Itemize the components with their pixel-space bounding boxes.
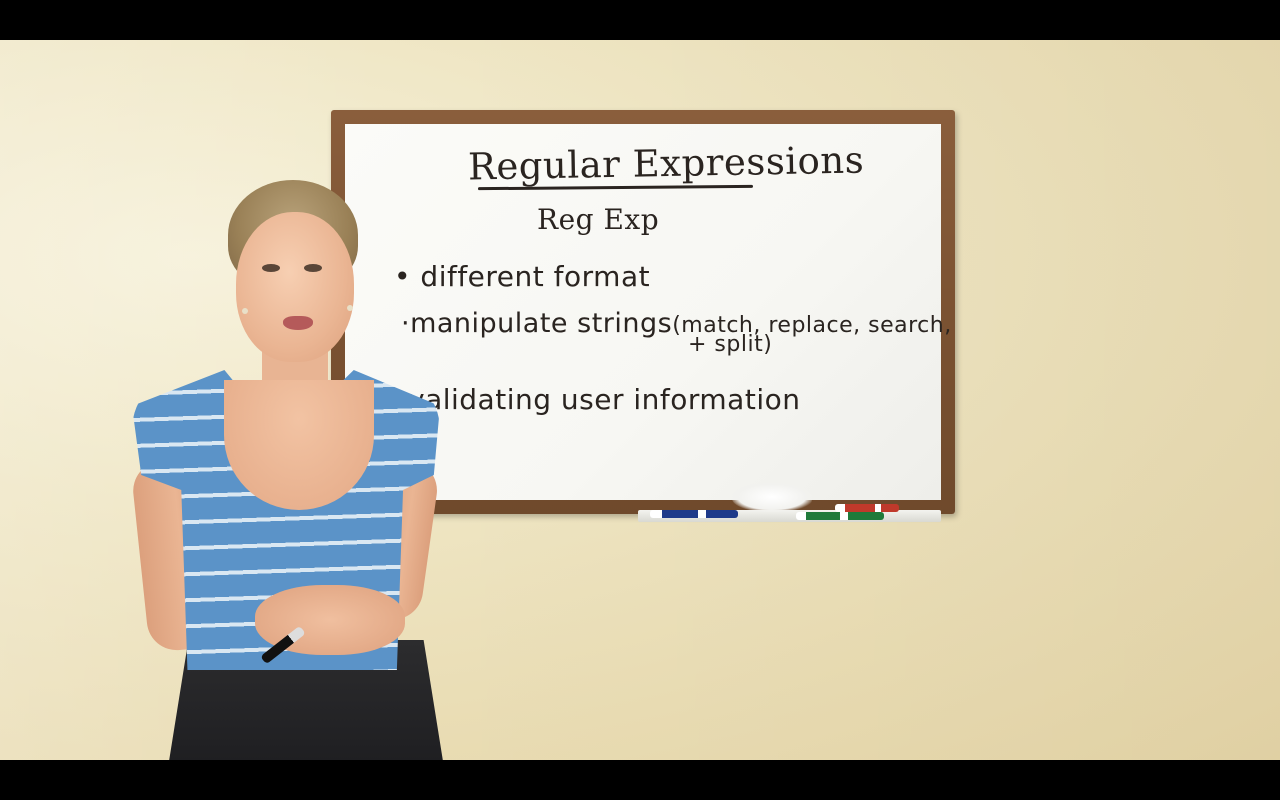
blue-marker (650, 510, 738, 518)
presenter-neckline (224, 380, 374, 510)
classroom-scene: Regular Expressions Reg Exp • different … (0, 40, 1280, 760)
right-earring (347, 305, 353, 311)
whiteboard-subtitle: Reg Exp (537, 203, 660, 236)
red-marker (835, 504, 899, 512)
bullet-2-text: ·manipulate strings (401, 308, 673, 339)
left-earring (242, 308, 248, 314)
bullet-manipulate-strings: ·manipulate strings(match, replace, sear… (401, 308, 952, 339)
eraser-tissue (732, 482, 812, 512)
right-eye (304, 264, 322, 272)
bullet-2-continuation: + split) (688, 332, 773, 357)
bullet-2-paren: (match, replace, search, (672, 313, 952, 338)
mouth (283, 316, 313, 330)
left-eye (262, 264, 280, 272)
presenter (0, 40, 1280, 760)
green-marker (796, 512, 884, 520)
bullet-validating-user-information: validating user information (408, 383, 801, 416)
presenter-face (236, 212, 354, 362)
bullet-different-format: • different format (394, 260, 651, 293)
